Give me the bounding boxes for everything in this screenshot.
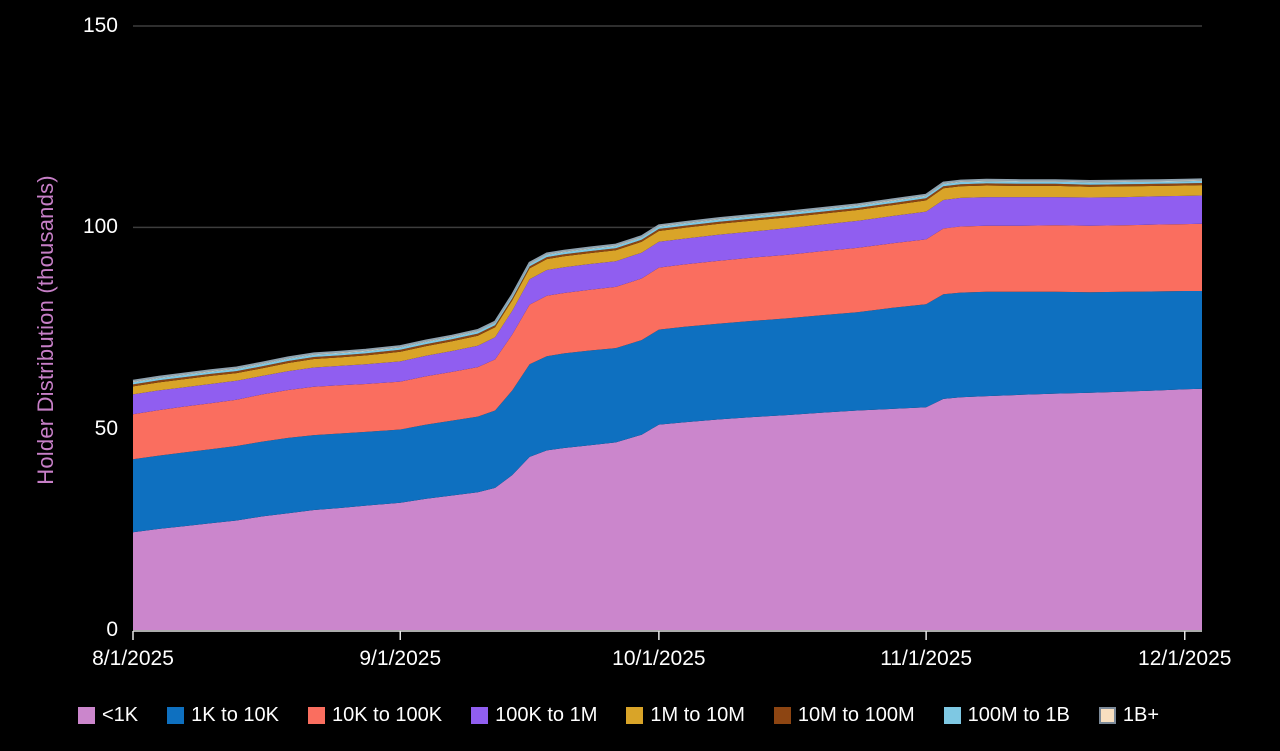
legend-swatch-1M-to-10M	[626, 706, 644, 724]
legend-label: 10M to 100M	[797, 704, 915, 726]
x-tick-label-11/1/2025: 11/1/2025	[880, 647, 973, 670]
legend-item-1K-to-10K: 1K to 10K	[167, 703, 279, 727]
legend-item-10M-to-100M: 10M to 100M	[773, 703, 915, 727]
legend: <1K 1K to 10K 10K to 100K 100K to 1M 1M to 1…	[78, 703, 1159, 727]
holder-distribution-stacked-area-chart	[132, 25, 1203, 640]
legend-swatch-100K-to-1M	[471, 706, 489, 724]
legend-label: 100K to 1M	[495, 704, 598, 726]
y-axis-title: Holder Distribution (thousands)	[33, 175, 58, 485]
legend-swatch-10K-to-100K	[308, 706, 325, 724]
x-tick-label-10/1/2025: 10/1/2025	[612, 647, 706, 670]
y-tick-label-150: 150	[82, 14, 118, 37]
x-tick-label-8/1/2025: 8/1/2025	[92, 647, 174, 670]
y-tick-label-50: 50	[94, 416, 118, 440]
legend-label: 1M to 10M	[650, 704, 745, 726]
area-1M-to-10M	[133, 185, 1202, 395]
legend-item-10K-to-100K: 10K to 100K	[308, 703, 442, 727]
area-10K-to-100K	[133, 223, 1202, 460]
legend-item-100K-to-1M: 100K to 1M	[471, 703, 597, 727]
legend-item-1B+: 1B+	[1098, 703, 1160, 727]
x-tick-label-12/1/2025: 12/1/2025	[1138, 647, 1232, 670]
legend-swatch-1K-to-10K	[167, 706, 185, 724]
stack-top-outline	[132, 178, 1203, 382]
x-tick-label-9/1/2025: 9/1/2025	[359, 647, 442, 670]
legend-label: 1B+	[1122, 704, 1160, 726]
area-<1K	[133, 388, 1202, 630]
legend-label: 100M to 1B	[967, 704, 1070, 726]
area-100K-to-1M	[133, 195, 1202, 415]
legend-label: 10K to 100K	[332, 704, 443, 726]
legend-swatch-10M-to-100M	[773, 706, 791, 724]
legend-swatch-100M-to-1B	[943, 706, 961, 724]
y-tick-label-0: 0	[106, 618, 118, 641]
legend-label: <1K	[102, 704, 139, 726]
legend-item-100M-to-1B: 100M to 1B	[943, 703, 1070, 727]
y-tick-label-100: 100	[82, 215, 118, 239]
legend-item-<1K: <1K	[78, 703, 138, 727]
legend-swatch-1B+	[1098, 706, 1116, 724]
legend-swatch-<1K	[78, 706, 95, 724]
legend-item-1M-to-10M: 1M to 10M	[626, 703, 745, 727]
legend-label: 1K to 10K	[191, 704, 279, 726]
area-1K-to-10K	[133, 291, 1202, 533]
